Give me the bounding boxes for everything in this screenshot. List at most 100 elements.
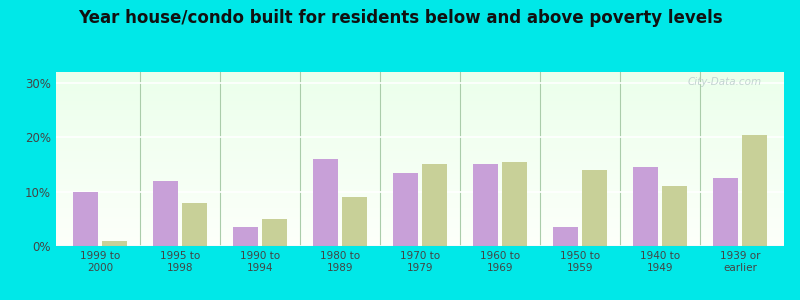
Bar [56,79,784,80]
Bar [56,218,784,219]
Bar [56,203,784,204]
Bar [56,149,784,150]
Bar [56,100,784,101]
Bar [56,89,784,90]
Bar [56,83,784,84]
Bar [56,236,784,237]
Bar [56,72,784,73]
Bar [56,213,784,214]
Bar [56,163,784,164]
Bar [473,164,498,246]
Bar [56,90,784,91]
Bar [56,182,784,183]
Bar [56,155,784,156]
Bar [56,242,784,243]
Bar [56,119,784,120]
Bar [56,73,784,74]
Bar [56,161,784,162]
Bar [56,177,784,178]
Bar [56,103,784,104]
Bar [582,170,607,246]
Bar [56,206,784,207]
Bar [56,192,784,193]
Bar [56,137,784,138]
Bar [56,210,784,211]
Bar [56,195,784,196]
Bar [56,173,784,174]
Bar [56,124,784,125]
Bar [56,186,784,187]
Bar [56,130,784,131]
Bar [56,175,784,176]
Bar [56,82,784,83]
Bar [56,109,784,110]
Bar [56,153,784,154]
Bar [56,189,784,190]
Bar [56,135,784,136]
Bar [56,110,784,111]
Bar [56,125,784,126]
Bar [56,245,784,246]
Bar [56,118,784,119]
Bar [56,104,784,105]
Bar [56,101,784,102]
Bar [56,107,784,108]
Bar [56,172,784,173]
Bar [56,191,784,192]
Bar [56,88,784,89]
Bar [56,99,784,100]
Bar [56,187,784,188]
Bar [56,241,784,242]
Bar [56,207,784,208]
Bar [56,116,784,117]
Bar [56,94,784,95]
Bar [56,85,784,86]
Bar [56,97,784,98]
Bar [56,144,784,145]
Bar [56,121,784,122]
Bar [56,174,784,175]
Bar [56,235,784,236]
Bar [56,78,784,79]
Bar [502,162,527,246]
Bar [56,98,784,99]
Bar [56,234,784,235]
Bar [56,230,784,231]
Bar [553,227,578,246]
Bar [56,223,784,224]
Bar [56,162,784,163]
Bar [56,226,784,227]
Bar [56,208,784,209]
Bar [56,111,784,112]
Bar [56,243,784,244]
Bar [56,168,784,169]
Bar [56,176,784,177]
Bar [56,200,784,201]
Bar [56,150,784,151]
Bar [56,95,784,96]
Bar [633,167,658,246]
Bar [56,238,784,239]
Bar [56,164,784,165]
Bar [56,212,784,213]
Bar [56,217,784,218]
Bar [56,132,784,133]
Bar [56,170,784,171]
Bar [56,82,784,83]
Bar [56,198,784,199]
Bar [56,117,784,118]
Bar [56,81,784,82]
Bar [56,181,784,182]
Bar [56,112,784,113]
Bar [56,188,784,189]
Bar [393,172,418,246]
Bar [56,102,784,103]
Bar [56,108,784,109]
Bar [56,154,784,155]
Bar [56,80,784,81]
Bar [56,215,784,216]
Bar [56,228,784,229]
Bar [56,160,784,161]
Bar [56,220,784,221]
Bar [56,92,784,93]
